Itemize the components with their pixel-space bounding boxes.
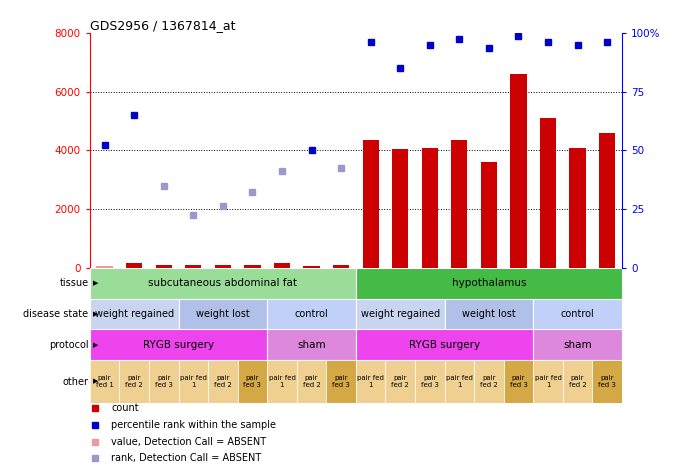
Text: ▶: ▶ bbox=[93, 280, 99, 286]
Bar bbox=[267, 329, 356, 360]
Text: protocol: protocol bbox=[49, 340, 88, 350]
Bar bbox=[356, 299, 444, 329]
Bar bbox=[533, 299, 622, 329]
Bar bbox=[511, 74, 527, 268]
Text: pair
fed 1: pair fed 1 bbox=[95, 375, 113, 388]
Text: pair fed
1: pair fed 1 bbox=[535, 375, 562, 388]
Text: count: count bbox=[111, 403, 139, 413]
Bar bbox=[90, 360, 120, 403]
Bar bbox=[178, 360, 208, 403]
Text: pair
fed 2: pair fed 2 bbox=[214, 375, 231, 388]
Text: pair
fed 3: pair fed 3 bbox=[243, 375, 261, 388]
Text: ▶: ▶ bbox=[93, 311, 99, 317]
Text: hypothalamus: hypothalamus bbox=[452, 278, 526, 288]
Text: ▶: ▶ bbox=[93, 342, 99, 348]
Text: weight lost: weight lost bbox=[462, 309, 515, 319]
Bar bbox=[215, 265, 231, 268]
Bar bbox=[97, 266, 113, 268]
Bar bbox=[356, 360, 386, 403]
Bar bbox=[267, 299, 356, 329]
Bar bbox=[238, 360, 267, 403]
Text: control: control bbox=[294, 309, 328, 319]
Bar bbox=[90, 268, 356, 299]
Bar bbox=[451, 140, 467, 268]
Text: percentile rank within the sample: percentile rank within the sample bbox=[111, 420, 276, 430]
Text: sham: sham bbox=[297, 340, 326, 350]
Text: rank, Detection Call = ABSENT: rank, Detection Call = ABSENT bbox=[111, 453, 261, 463]
Text: GDS2956 / 1367814_at: GDS2956 / 1367814_at bbox=[90, 19, 236, 32]
Bar bbox=[569, 147, 586, 268]
Bar bbox=[326, 360, 356, 403]
Bar bbox=[422, 147, 438, 268]
Text: tissue: tissue bbox=[59, 278, 88, 288]
Bar bbox=[363, 140, 379, 268]
Bar bbox=[481, 162, 497, 268]
Text: value, Detection Call = ABSENT: value, Detection Call = ABSENT bbox=[111, 437, 266, 447]
Bar bbox=[356, 268, 622, 299]
Text: pair
fed 3: pair fed 3 bbox=[598, 375, 616, 388]
Text: ▶: ▶ bbox=[93, 379, 99, 384]
Bar bbox=[90, 329, 267, 360]
Text: RYGB surgery: RYGB surgery bbox=[409, 340, 480, 350]
Bar bbox=[562, 360, 592, 403]
Bar bbox=[474, 360, 504, 403]
Text: pair
fed 2: pair fed 2 bbox=[125, 375, 143, 388]
Text: pair fed
1: pair fed 1 bbox=[357, 375, 384, 388]
Text: pair
fed 3: pair fed 3 bbox=[332, 375, 350, 388]
Bar bbox=[296, 360, 326, 403]
Bar bbox=[274, 264, 290, 268]
Bar bbox=[126, 264, 142, 268]
Bar bbox=[90, 299, 178, 329]
Bar bbox=[178, 299, 267, 329]
Bar bbox=[599, 133, 615, 268]
Bar bbox=[415, 360, 444, 403]
Bar bbox=[444, 360, 474, 403]
Text: subcutaneous abdominal fat: subcutaneous abdominal fat bbox=[149, 278, 297, 288]
Text: pair
fed 2: pair fed 2 bbox=[391, 375, 409, 388]
Text: control: control bbox=[560, 309, 594, 319]
Bar bbox=[392, 149, 408, 268]
Text: sham: sham bbox=[563, 340, 592, 350]
Text: pair
fed 2: pair fed 2 bbox=[569, 375, 587, 388]
Text: pair
fed 3: pair fed 3 bbox=[155, 375, 173, 388]
Text: pair fed
1: pair fed 1 bbox=[269, 375, 296, 388]
Bar bbox=[149, 360, 178, 403]
Bar bbox=[303, 266, 320, 268]
Bar bbox=[208, 360, 238, 403]
Bar bbox=[444, 299, 533, 329]
Bar bbox=[245, 265, 261, 268]
Bar bbox=[533, 329, 622, 360]
Bar bbox=[267, 360, 296, 403]
Text: weight regained: weight regained bbox=[361, 309, 439, 319]
Text: pair fed
1: pair fed 1 bbox=[180, 375, 207, 388]
Text: pair
fed 2: pair fed 2 bbox=[480, 375, 498, 388]
Bar bbox=[185, 265, 201, 268]
Bar bbox=[592, 360, 622, 403]
Bar bbox=[155, 265, 172, 268]
Text: weight regained: weight regained bbox=[95, 309, 173, 319]
Text: pair
fed 3: pair fed 3 bbox=[421, 375, 439, 388]
Bar bbox=[504, 360, 533, 403]
Bar bbox=[333, 265, 349, 268]
Text: weight lost: weight lost bbox=[196, 309, 249, 319]
Text: other: other bbox=[62, 376, 88, 387]
Bar bbox=[533, 360, 562, 403]
Bar bbox=[120, 360, 149, 403]
Text: pair
fed 3: pair fed 3 bbox=[509, 375, 527, 388]
Text: pair
fed 2: pair fed 2 bbox=[303, 375, 321, 388]
Bar bbox=[386, 360, 415, 403]
Bar bbox=[356, 329, 533, 360]
Text: disease state: disease state bbox=[23, 309, 88, 319]
Text: pair fed
1: pair fed 1 bbox=[446, 375, 473, 388]
Bar bbox=[540, 118, 556, 268]
Text: RYGB surgery: RYGB surgery bbox=[143, 340, 214, 350]
